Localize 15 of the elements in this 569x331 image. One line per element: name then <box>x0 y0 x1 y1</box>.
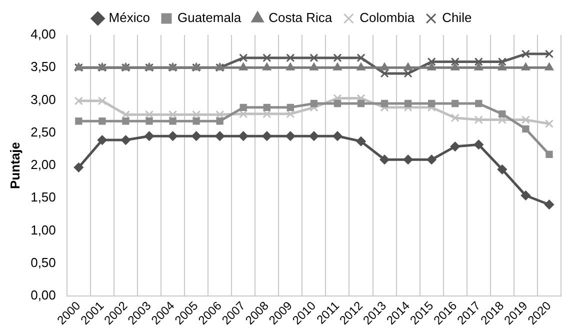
y-tick-label: 2,00 <box>30 157 56 172</box>
y-tick-label: 0,00 <box>30 288 56 303</box>
y-tick-label: 3,00 <box>30 92 56 107</box>
y-tick-label: 0,50 <box>30 254 56 270</box>
y-tick-label: 1,00 <box>30 222 56 238</box>
legend-label: Costa Rica <box>268 10 333 26</box>
y-axis-title: Puntaje <box>7 142 22 189</box>
legend-label: Guatemala <box>177 10 242 26</box>
legend-label: Colombia <box>360 10 416 26</box>
legend-label: Chile <box>442 10 472 26</box>
y-tick-label: 2,50 <box>30 124 56 140</box>
y-tick-label: 1,50 <box>30 190 56 205</box>
y-tick-label: 3,50 <box>30 59 56 74</box>
legend-label: México <box>108 10 150 26</box>
y-tick-label: 4,00 <box>30 26 56 42</box>
